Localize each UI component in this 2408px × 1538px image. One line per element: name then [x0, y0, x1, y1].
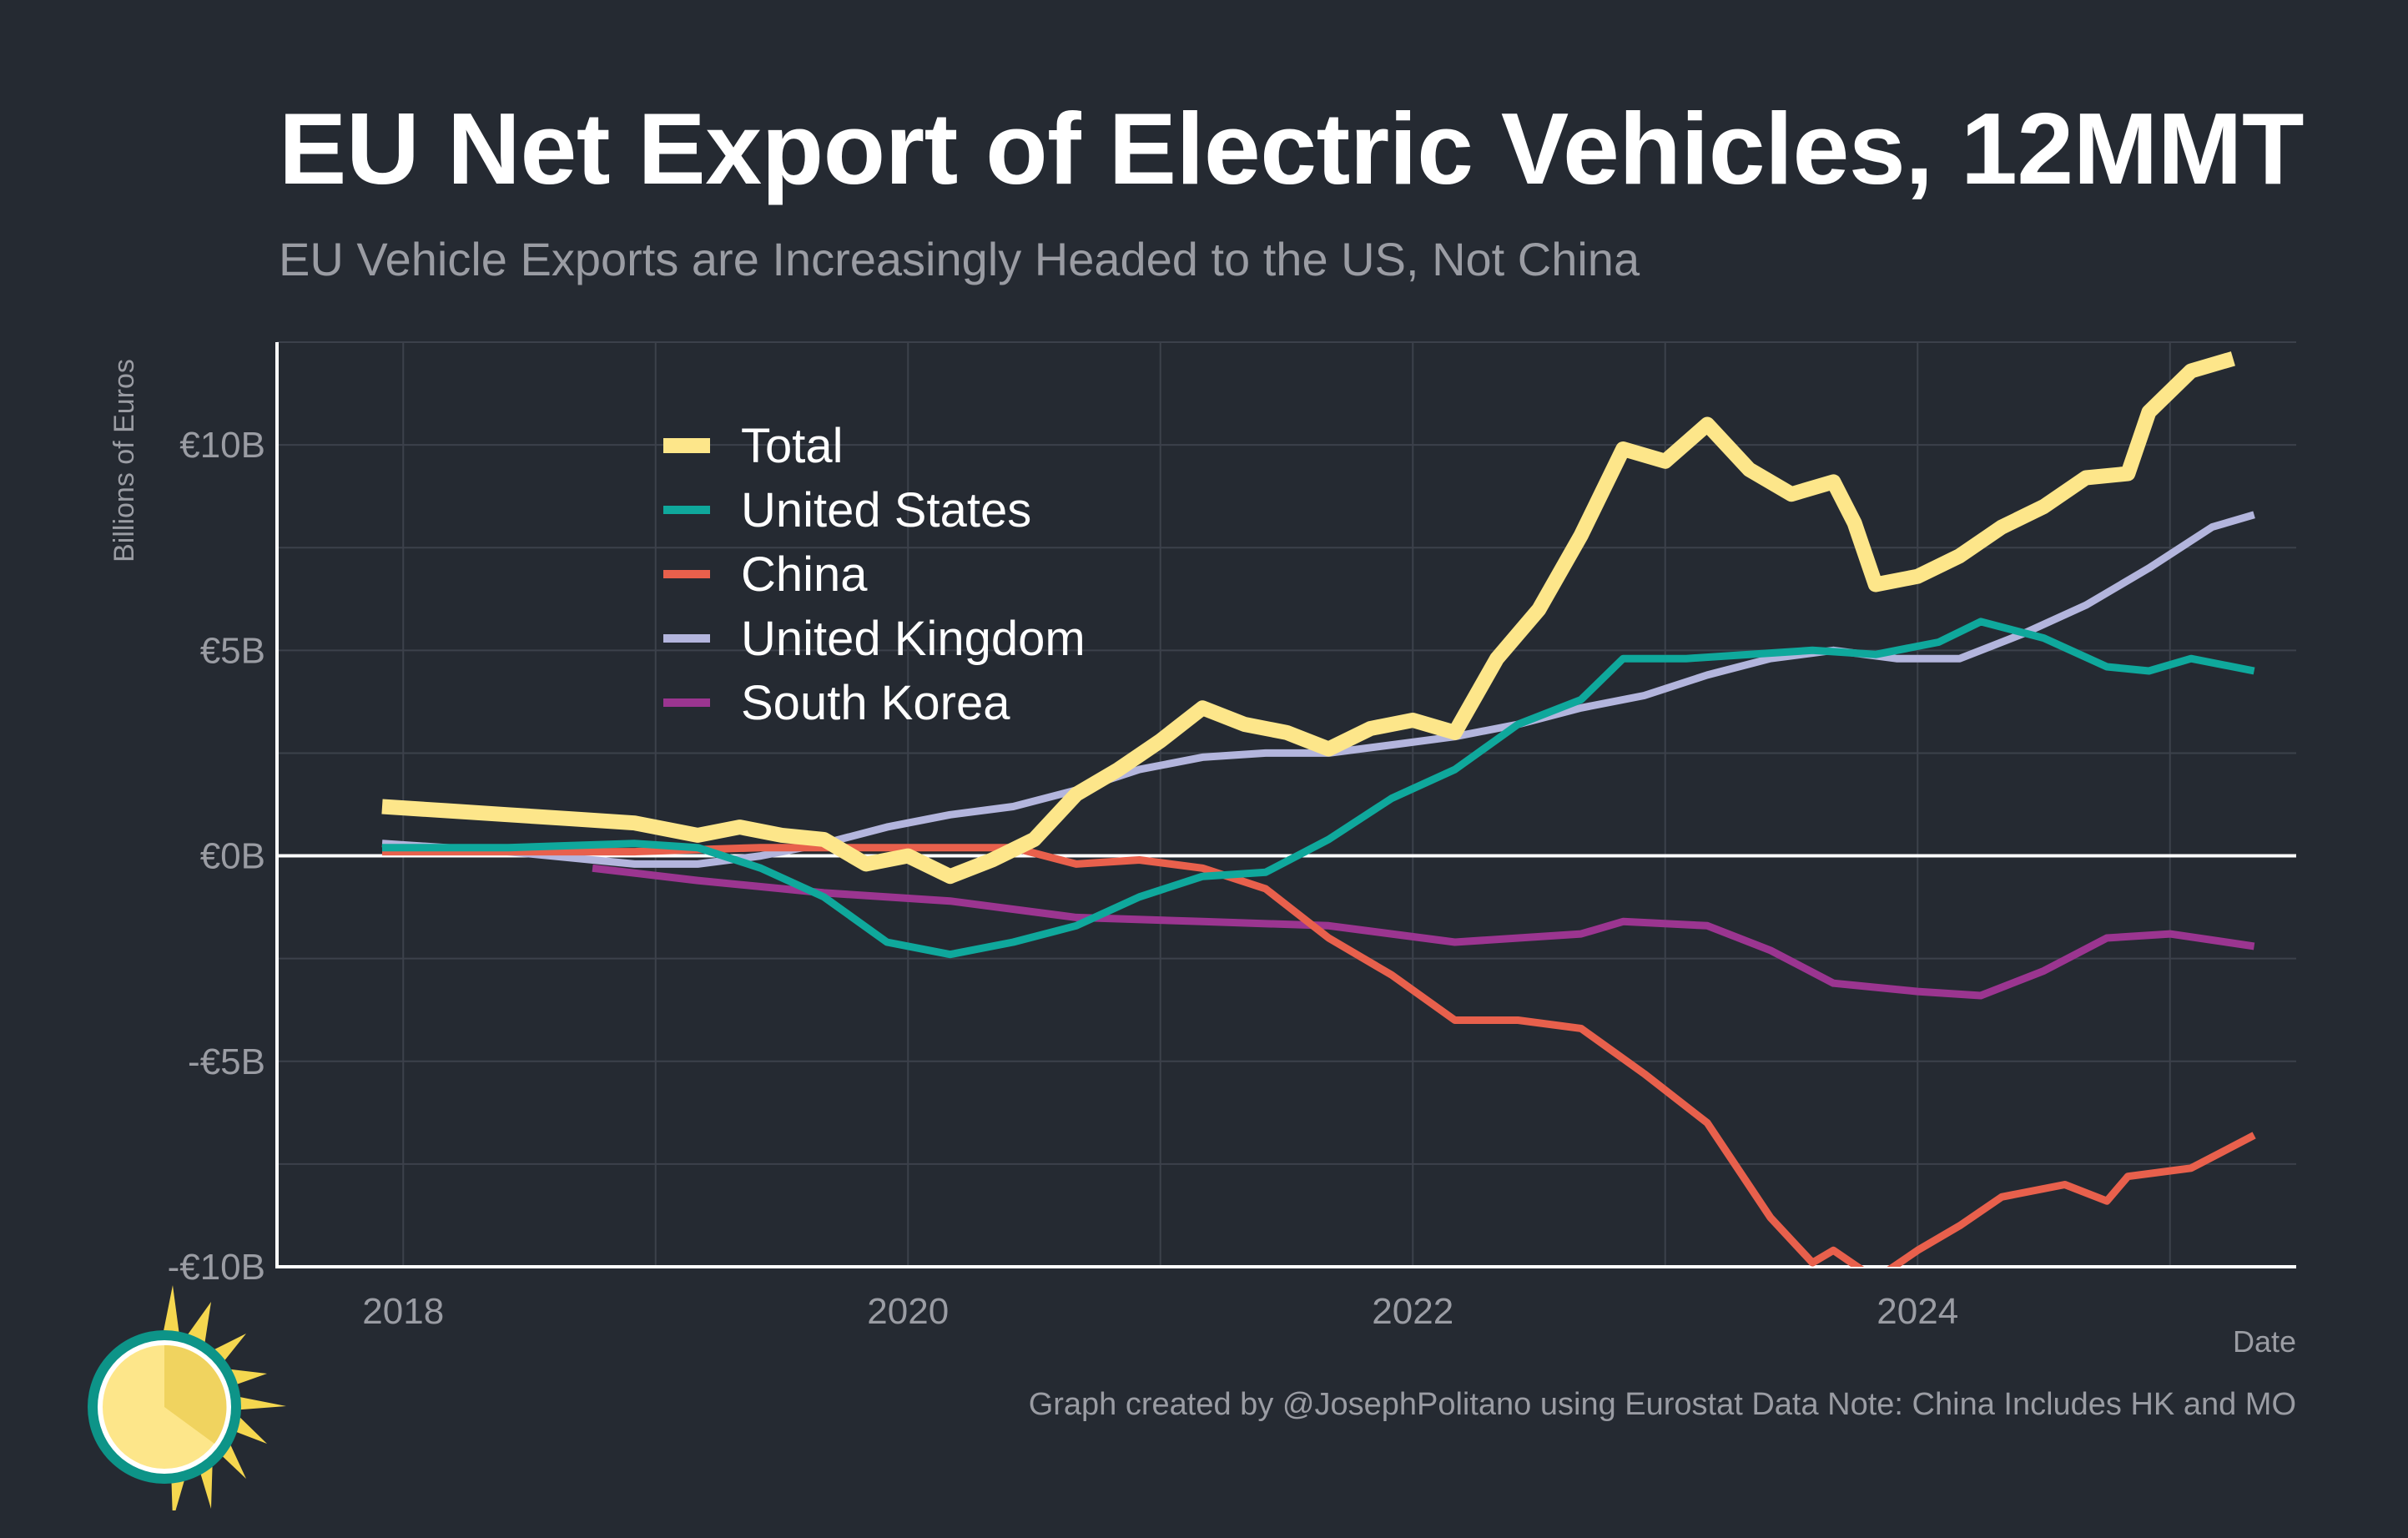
legend-label-china: China — [741, 547, 868, 602]
series-line-united-kingdom — [381, 511, 2255, 868]
legend-label-total: Total — [741, 419, 844, 473]
y-tick-label: €10B — [179, 425, 265, 466]
chart-title: EU Net Export of Electric Vehicles, 12MM… — [279, 92, 2305, 205]
x-tick-label: 2018 — [362, 1291, 444, 1332]
y-tick-label: -€10B — [168, 1247, 265, 1288]
y-tick-label: €0B — [200, 836, 265, 877]
series-line-china — [382, 844, 2256, 1267]
sun-logo-icon — [88, 1285, 286, 1510]
source-credit: Graph created by @JosephPolitano using E… — [1028, 1387, 2296, 1422]
series-line-united-states — [382, 618, 2255, 959]
series-line-total — [381, 351, 2235, 885]
legend-label-united-states: United States — [741, 483, 1031, 537]
x-axis-title: Date — [2233, 1324, 2296, 1359]
legend-label-south-korea: South Korea — [741, 676, 1010, 730]
y-tick-label: €5B — [200, 630, 265, 671]
chart-subtitle: EU Vehicle Exports are Increasingly Head… — [279, 233, 1640, 285]
y-axis-title: Billions of Euros — [108, 359, 140, 562]
legend-label-united-kingdom: United Kingdom — [741, 612, 1086, 666]
x-tick-label: 2022 — [1372, 1291, 1453, 1332]
series-line-south-korea — [592, 864, 2255, 1000]
y-tick-label: -€5B — [188, 1041, 265, 1082]
x-tick-label: 2024 — [1877, 1291, 1958, 1332]
x-tick-label: 2020 — [867, 1291, 949, 1332]
